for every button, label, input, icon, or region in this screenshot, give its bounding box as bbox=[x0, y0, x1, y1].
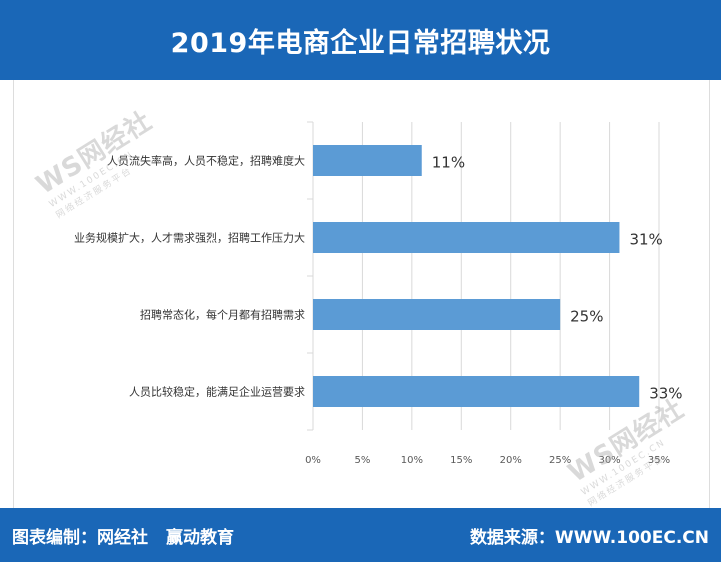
value-label: 25% bbox=[570, 308, 603, 326]
bars bbox=[313, 145, 640, 407]
x-tick-label: 30% bbox=[598, 455, 620, 466]
bar bbox=[313, 145, 422, 176]
footer-partner: 赢动教育 bbox=[166, 527, 234, 548]
value-labels: 11% 31% 25% 33% bbox=[432, 154, 683, 403]
value-label: 31% bbox=[629, 231, 662, 249]
x-tick-label: 25% bbox=[549, 455, 571, 466]
bar bbox=[313, 222, 620, 253]
value-label: 11% bbox=[432, 154, 465, 172]
x-tick-label: 35% bbox=[648, 455, 670, 466]
x-tick-label: 20% bbox=[500, 455, 522, 466]
category-label: 招聘常态化，每个月都有招聘需求 bbox=[140, 308, 305, 322]
value-label: 33% bbox=[649, 385, 682, 403]
category-label: 业务规模扩大，人才需求强烈，招聘工作压力大 bbox=[74, 231, 305, 245]
x-tick-label: 10% bbox=[401, 455, 423, 466]
bar bbox=[313, 376, 640, 407]
category-label: 人员流失率高，人员不稳定，招聘难度大 bbox=[107, 154, 305, 168]
bar bbox=[313, 299, 561, 330]
x-tick-label: 15% bbox=[450, 455, 472, 466]
x-tick-label: 0% bbox=[305, 455, 321, 466]
footer-editor: 图表编制：网经社 bbox=[12, 527, 148, 548]
x-tick-labels: 0% 5% 10% 15% 20% 25% 30% 35% bbox=[305, 455, 670, 466]
category-labels: 人员流失率高，人员不稳定，招聘难度大业务规模扩大，人才需求强烈，招聘工作压力大招… bbox=[74, 154, 305, 399]
x-tick-label: 5% bbox=[354, 455, 370, 466]
footer-band: 图表编制：网经社 赢动教育 数据来源：WWW.100EC.CN bbox=[0, 508, 721, 562]
title-band: 2019年电商企业日常招聘状况 bbox=[0, 0, 721, 80]
footer-source: 数据来源：WWW.100EC.CN bbox=[469, 527, 709, 548]
category-label: 人员比较稳定，能满足企业运营要求 bbox=[129, 385, 305, 399]
chart-title: 2019年电商企业日常招聘状况 bbox=[170, 27, 551, 59]
